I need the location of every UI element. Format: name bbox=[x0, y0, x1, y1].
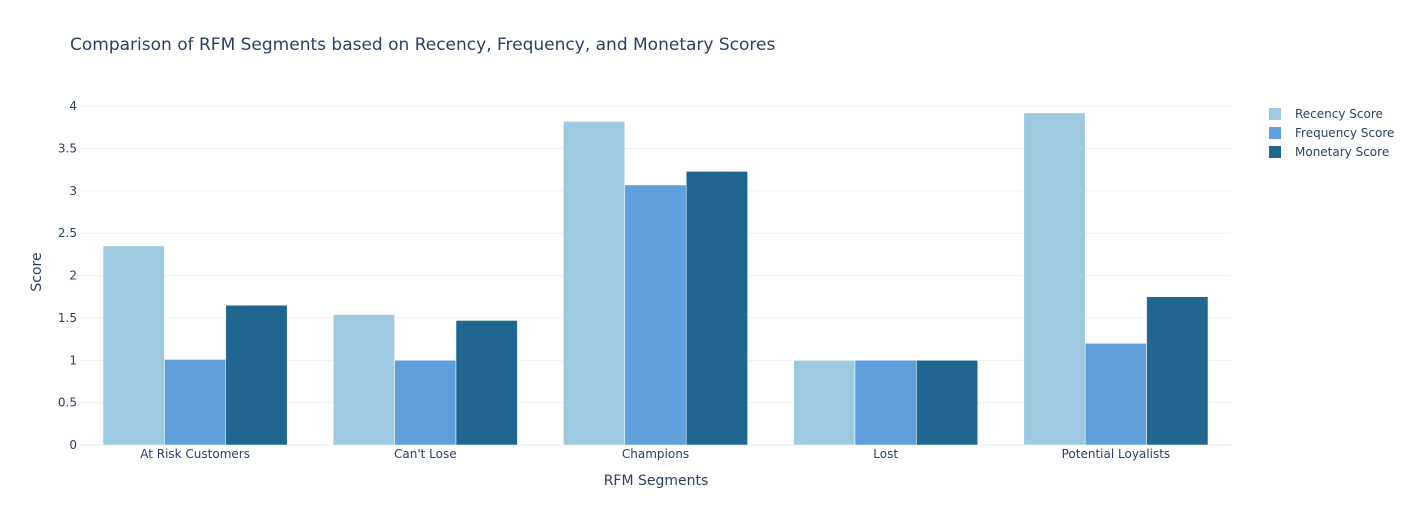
y-tick-label: 2.5 bbox=[58, 226, 77, 240]
bar-monetary-score[interactable] bbox=[1146, 296, 1209, 446]
legend-swatch[interactable] bbox=[1269, 146, 1281, 158]
bar-frequency-score[interactable] bbox=[394, 360, 457, 446]
bar-recency-score[interactable] bbox=[793, 360, 856, 446]
y-axis-title: Score bbox=[29, 252, 45, 291]
bar-recency-score[interactable] bbox=[102, 245, 165, 446]
x-tick-label: Potential Loyalists bbox=[1062, 447, 1171, 461]
bar-recency-score[interactable] bbox=[563, 121, 626, 446]
bar-frequency-score[interactable] bbox=[1084, 343, 1147, 446]
y-tick-labels: 0 0.5 1 1.5 2 2.5 3 3.5 4 bbox=[58, 99, 77, 452]
x-tick-label: Lost bbox=[873, 447, 898, 461]
legend-swatch[interactable] bbox=[1269, 108, 1281, 120]
bar-frequency-score[interactable] bbox=[164, 359, 227, 446]
y-tick-label: 1.5 bbox=[58, 311, 77, 325]
x-axis-title: RFM Segments bbox=[604, 473, 709, 489]
x-tick-labels: At Risk Customers Can't Lose Champions Lost… bbox=[140, 447, 1170, 461]
bar-frequency-score[interactable] bbox=[624, 184, 687, 446]
y-tick-label: 3.5 bbox=[58, 142, 77, 156]
bar-monetary-score[interactable] bbox=[916, 360, 979, 446]
chart-title: Comparison of RFM Segments based on Rece… bbox=[70, 35, 775, 55]
bar-recency-score[interactable] bbox=[332, 314, 395, 446]
bar-recency-score[interactable] bbox=[1023, 112, 1086, 446]
legend-label[interactable]: Monetary Score bbox=[1295, 145, 1389, 159]
legend-swatch[interactable] bbox=[1269, 127, 1281, 139]
bar-frequency-score[interactable] bbox=[854, 360, 917, 446]
y-tick-label: 0.5 bbox=[58, 396, 77, 410]
y-tick-label: 0 bbox=[69, 438, 77, 452]
y-tick-label: 1 bbox=[69, 353, 77, 367]
bars bbox=[102, 112, 1209, 446]
y-tick-label: 3 bbox=[69, 184, 77, 198]
x-tick-label: At Risk Customers bbox=[140, 447, 250, 461]
y-tick-label: 4 bbox=[69, 99, 77, 113]
legend[interactable]: Recency Score Frequency Score Monetary Sco… bbox=[1269, 107, 1394, 159]
bar-monetary-score[interactable] bbox=[225, 304, 288, 446]
bar-monetary-score[interactable] bbox=[455, 320, 518, 446]
x-tick-label: Champions bbox=[622, 447, 689, 461]
legend-label[interactable]: Recency Score bbox=[1295, 107, 1383, 121]
legend-label[interactable]: Frequency Score bbox=[1295, 126, 1394, 140]
bar-monetary-score[interactable] bbox=[685, 171, 748, 446]
x-tick-label: Can't Lose bbox=[394, 447, 457, 461]
y-tick-label: 2 bbox=[69, 269, 77, 283]
